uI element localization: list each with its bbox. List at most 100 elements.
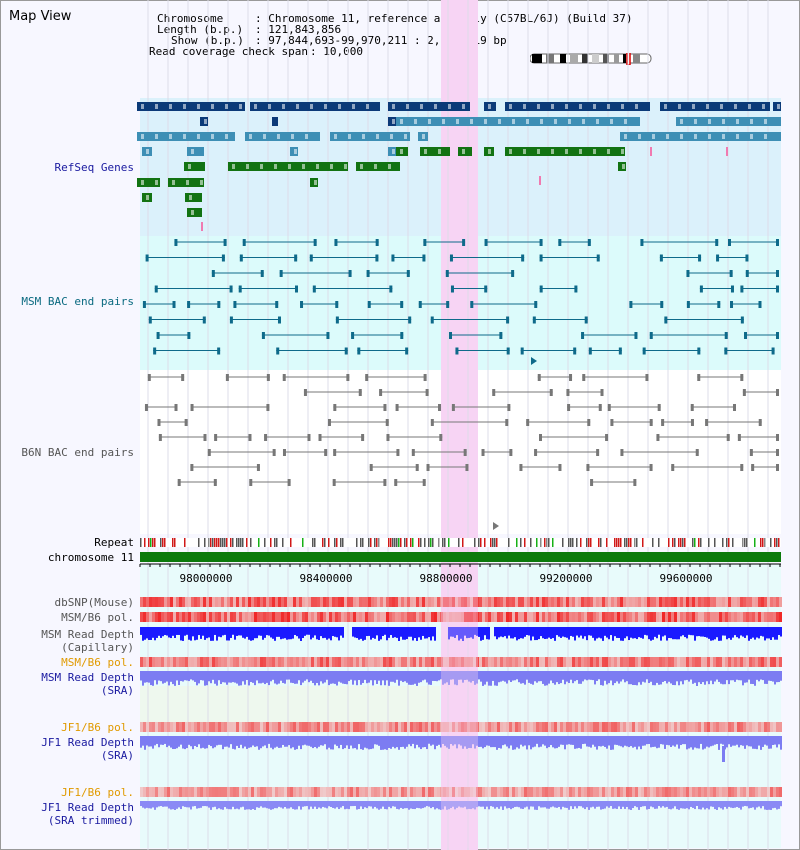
gene-exon-mark	[635, 104, 638, 109]
heatmap-cell	[356, 722, 359, 732]
heatmap-cell	[152, 657, 155, 667]
depth-bar	[674, 801, 676, 807]
depth-bar	[544, 736, 546, 746]
depth-bar	[674, 627, 676, 640]
depth-bar	[700, 627, 702, 637]
heatmap-cell	[590, 597, 593, 607]
bac-end	[758, 419, 762, 426]
heatmap-cell	[161, 597, 164, 607]
gene-exon-mark	[694, 119, 697, 124]
gene-exon-mark	[330, 164, 333, 169]
axis-tick-label: 98800000	[420, 572, 473, 585]
bac-end	[697, 374, 701, 381]
heatmap-cell	[302, 657, 305, 667]
gene-exon-mark	[582, 119, 585, 124]
depth-bar	[342, 801, 344, 807]
heatmap-cell	[269, 597, 272, 607]
heatmap-cell	[404, 612, 407, 622]
depth-bar	[518, 671, 520, 683]
msm-sra-background	[140, 686, 440, 722]
heatmap-cell	[578, 722, 581, 732]
depth-bar	[438, 736, 440, 745]
depth-bar	[220, 671, 222, 684]
heatmap-cell	[344, 787, 347, 797]
repeat-mark	[214, 538, 216, 547]
bac-end	[375, 239, 379, 246]
depth-bar	[640, 736, 642, 750]
depth-bar	[744, 627, 746, 638]
depth-bar	[198, 627, 200, 636]
heatmap-cell	[389, 787, 392, 797]
gene-pink-mark	[650, 147, 652, 156]
depth-bar	[340, 801, 342, 808]
heatmap-cell	[632, 612, 635, 622]
bac-end	[333, 449, 337, 456]
label-msm-read-depth-capillary: MSM Read Depth	[41, 628, 134, 641]
heatmap-cell	[263, 597, 266, 607]
depth-bar	[536, 627, 538, 641]
bac-end	[294, 254, 298, 262]
heatmap-cell	[431, 657, 434, 667]
gene-exon-mark	[593, 104, 596, 109]
depth-bar	[540, 801, 542, 808]
heatmap-cell	[395, 657, 398, 667]
heatmap-cell	[695, 612, 698, 622]
bac-end	[505, 419, 509, 426]
depth-bar	[742, 736, 744, 746]
heatmap-cell	[200, 597, 203, 607]
depth-bar	[286, 671, 288, 680]
depth-bar	[360, 801, 362, 807]
depth-bar	[252, 671, 254, 683]
depth-bar	[226, 801, 228, 809]
heatmap-cell	[431, 597, 434, 607]
heatmap-cell	[479, 657, 482, 667]
heatmap-cell	[332, 722, 335, 732]
bac-end	[587, 239, 591, 246]
heatmap-cell	[656, 597, 659, 607]
info-show-key: Show (b.p.)	[171, 34, 244, 47]
gene-exon-mark	[462, 149, 465, 154]
heatmap-cell	[572, 597, 575, 607]
depth-bar	[534, 736, 536, 747]
depth-bar	[456, 627, 458, 636]
depth-bar	[228, 801, 230, 810]
heatmap-cell	[446, 787, 449, 797]
depth-bar	[750, 736, 752, 747]
depth-bar	[684, 671, 686, 681]
heatmap-cell	[317, 597, 320, 607]
heatmap-cell	[572, 612, 575, 622]
gene-exon-mark	[692, 104, 695, 109]
heatmap-cell	[239, 597, 242, 607]
depth-bar	[516, 627, 518, 641]
bac-end	[239, 254, 243, 262]
bac-end	[423, 374, 427, 381]
repeat-mark	[726, 538, 728, 547]
heatmap-cell	[689, 612, 692, 622]
gene-exon-mark	[141, 180, 144, 185]
repeat-mark	[548, 538, 550, 547]
heatmap-cell	[542, 787, 545, 797]
heatmap-cell	[518, 612, 521, 622]
depth-bar	[370, 801, 372, 807]
depth-bar	[576, 736, 578, 749]
depth-bar	[522, 801, 524, 810]
heatmap-cell	[365, 722, 368, 732]
heatmap-cell	[650, 597, 653, 607]
heatmap-cell	[770, 612, 773, 622]
depth-bar	[630, 627, 632, 638]
axis-tick-label: 99600000	[660, 572, 713, 585]
repeat-mark	[340, 538, 342, 547]
repeat-mark	[570, 538, 572, 547]
chromosome-ideogram[interactable]	[530, 53, 652, 65]
depth-bar	[520, 736, 522, 745]
depth-bar	[256, 671, 258, 681]
heatmap-cell	[680, 657, 683, 667]
bac-end	[217, 347, 221, 355]
depth-bar	[572, 801, 574, 809]
depth-bar	[470, 801, 472, 810]
repeat-mark	[246, 538, 248, 547]
heatmap-cell	[527, 612, 530, 622]
depth-bar	[202, 627, 204, 636]
depth-bar	[194, 736, 196, 746]
